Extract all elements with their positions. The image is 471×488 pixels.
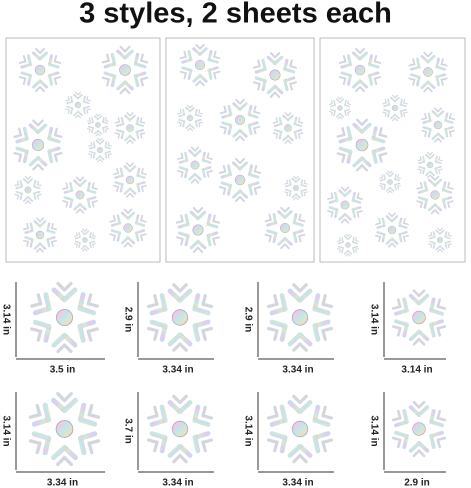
height-label: 3.14 in bbox=[368, 304, 379, 335]
width-label: 3.5 in bbox=[50, 365, 76, 376]
width-label: 3.14 in bbox=[401, 365, 432, 376]
width-label: 3.34 in bbox=[162, 478, 193, 488]
height-label: 2.9 in bbox=[122, 307, 133, 333]
height-label: 3.14 in bbox=[242, 415, 253, 446]
snowflake bbox=[264, 282, 336, 354]
snowflake bbox=[389, 400, 448, 459]
snowflake bbox=[264, 393, 336, 465]
width-label: 3.34 in bbox=[282, 478, 313, 488]
title: 3 styles, 2 sheets each bbox=[79, 0, 392, 30]
width-label: 3.34 in bbox=[162, 365, 193, 376]
snowflake bbox=[27, 280, 102, 355]
height-label: 3.7 in bbox=[122, 418, 133, 444]
width-label: 2.9 in bbox=[404, 478, 430, 488]
snowflake bbox=[26, 390, 104, 467]
width-label: 3.34 in bbox=[47, 478, 78, 488]
size-guide: 3.5 in 3.14 in 3.34 in 2.9 in 3.34 in 2.9 in 3… bbox=[0, 280, 448, 488]
height-label: 2.9 in bbox=[242, 307, 253, 333]
height-label: 3.14 in bbox=[368, 415, 379, 446]
height-label: 3.14 in bbox=[0, 304, 11, 335]
height-label: 3.14 in bbox=[0, 415, 11, 446]
snowflake bbox=[144, 393, 216, 465]
width-label: 3.34 in bbox=[282, 365, 313, 376]
snowflake bbox=[144, 282, 216, 354]
snowflake bbox=[389, 288, 448, 347]
